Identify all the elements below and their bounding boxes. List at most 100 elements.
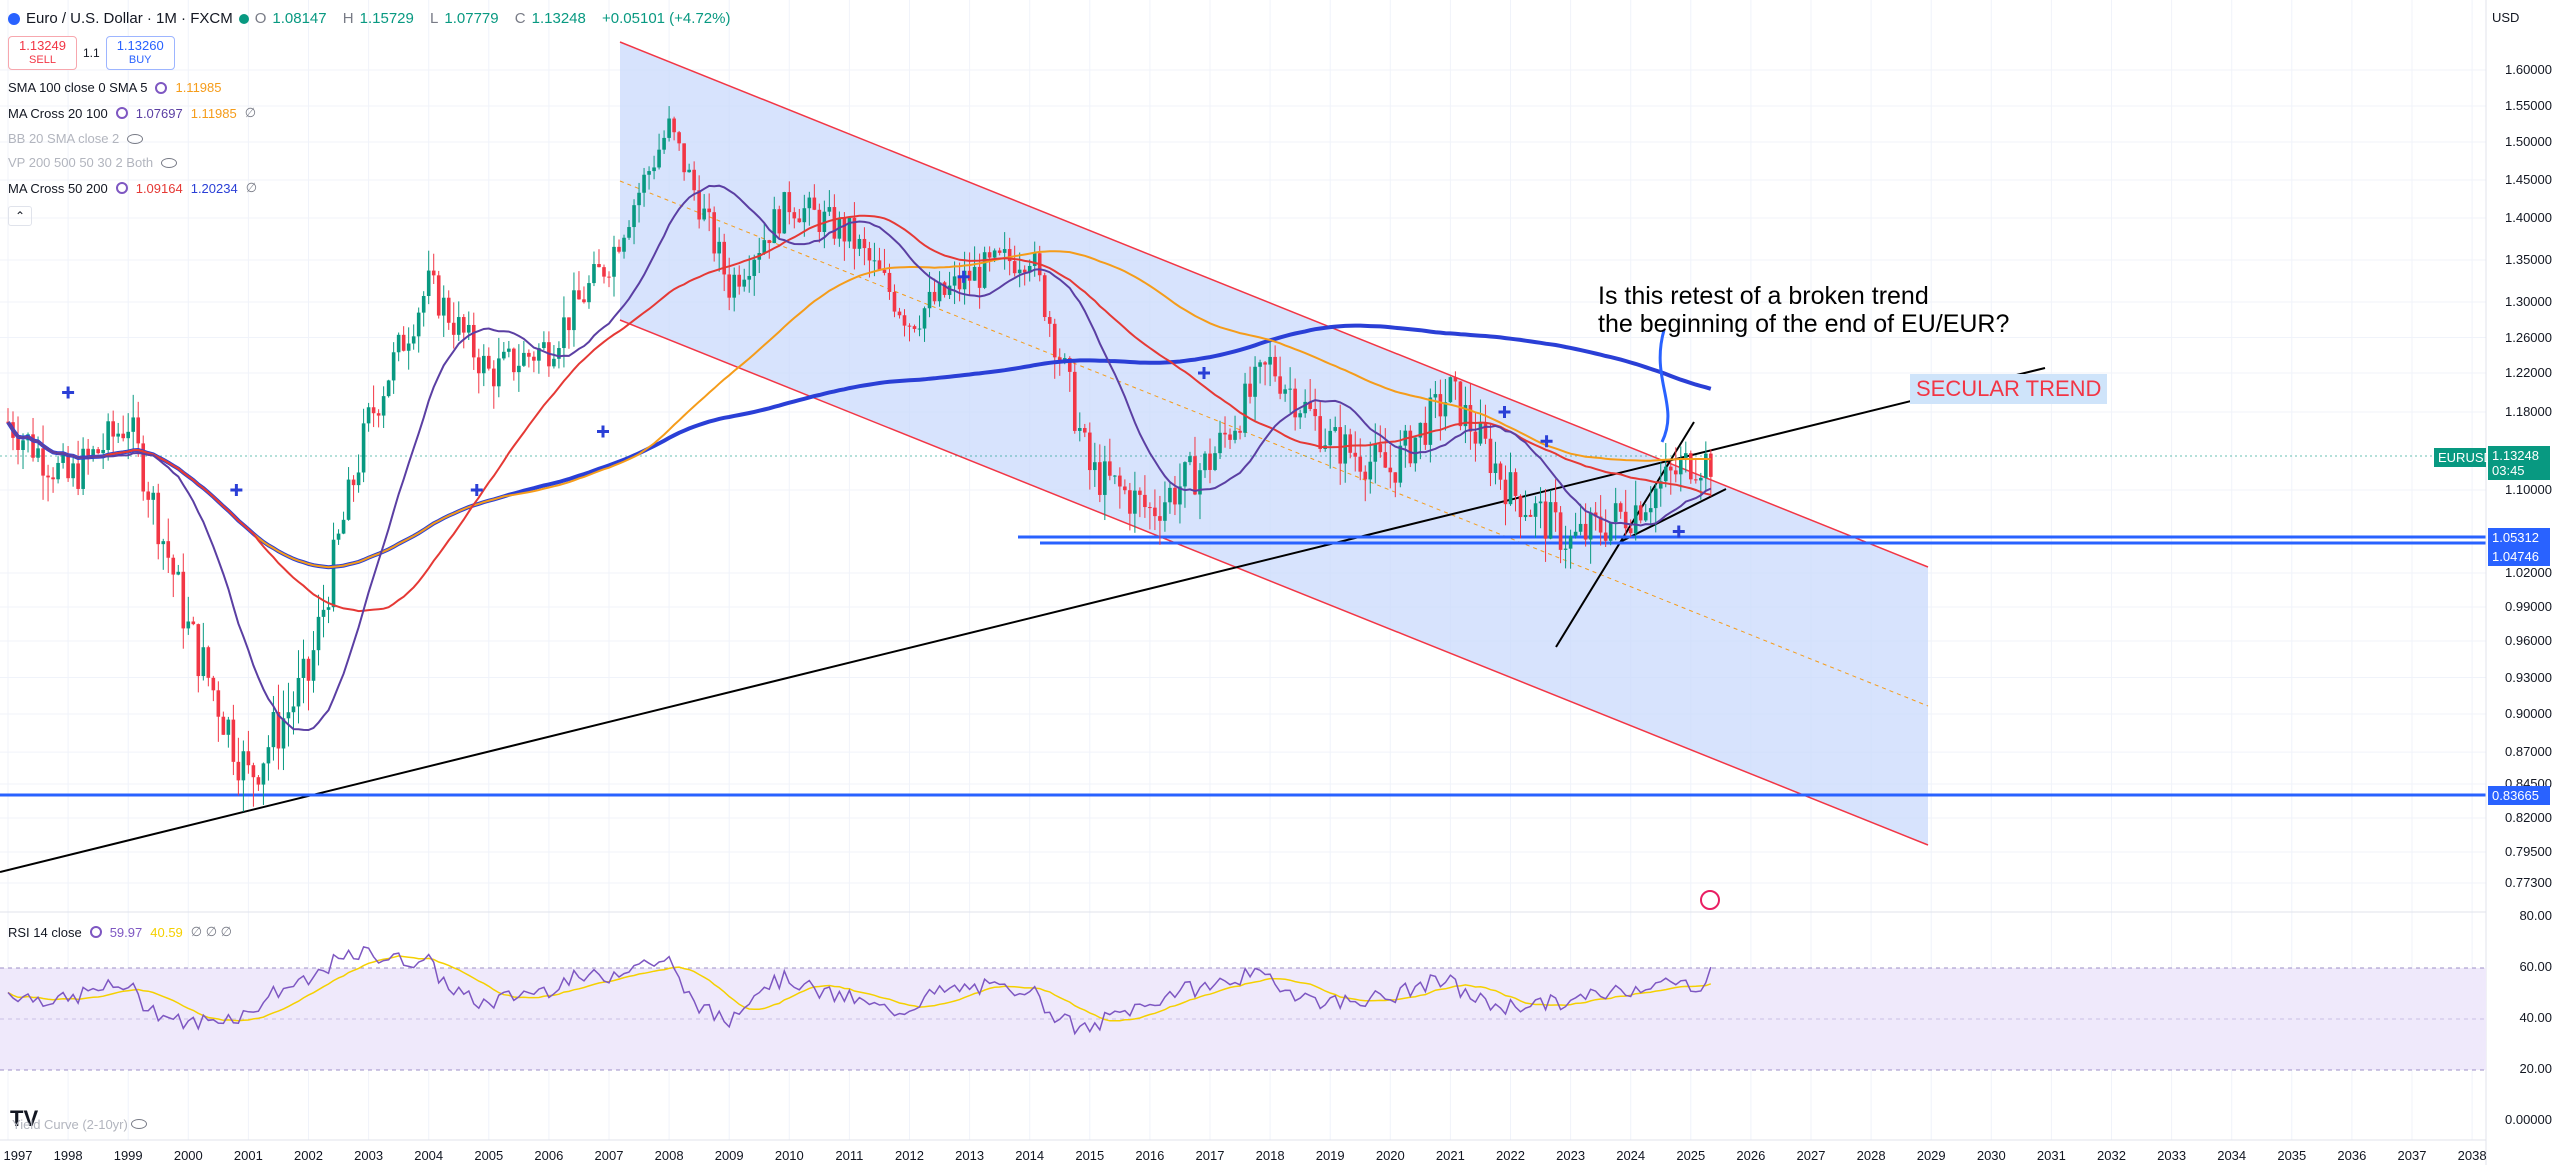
chart-annotation[interactable]: Is this retest of a broken trend the beg… <box>1598 282 2010 338</box>
candle-body <box>366 407 371 424</box>
symbol-title[interactable]: Euro / U.S. Dollar · 1M · FXCM <box>26 10 233 27</box>
candle-body <box>376 413 381 416</box>
secular-trend-label[interactable]: SECULAR TREND <box>1910 374 2108 404</box>
price-axis-label: 0.87000 <box>2505 744 2552 760</box>
sell-button[interactable]: 1.13249 SELL <box>8 36 77 70</box>
candle-body <box>497 358 501 387</box>
rsi-axis-label: 20.00 <box>2519 1061 2552 1076</box>
candle-body <box>1513 472 1518 496</box>
yield-curve-legend[interactable]: Yield Curve (2-10yr) <box>12 1117 148 1132</box>
candle-body <box>1448 377 1453 403</box>
candle-body <box>667 118 671 138</box>
candle-body <box>997 250 1002 253</box>
candle-body <box>306 658 311 681</box>
settings-icon[interactable] <box>115 182 128 194</box>
candle-body <box>1433 394 1438 398</box>
candle-body <box>982 252 987 288</box>
candles <box>6 106 1713 812</box>
collapse-legend-button[interactable]: ⌃ <box>8 206 32 226</box>
candle-body <box>652 167 656 172</box>
candle-body <box>216 690 221 717</box>
candle-body <box>542 342 546 349</box>
candle-body <box>512 348 516 373</box>
candle-body <box>1077 428 1082 431</box>
hidden-eye-icon[interactable] <box>131 1119 148 1129</box>
candle-body <box>942 282 947 295</box>
candle-body <box>1463 405 1468 427</box>
candle-body <box>1523 514 1528 518</box>
candle-body <box>266 747 271 764</box>
candle-body <box>236 761 241 781</box>
settings-icon[interactable] <box>155 81 168 94</box>
candle-body <box>421 295 426 313</box>
candle-body <box>1198 470 1202 495</box>
settings-icon[interactable] <box>89 926 102 938</box>
indicator-ma-cross-20-100[interactable]: MA Cross 20 100 1.07697 1.11985 ∅ <box>8 105 257 121</box>
candle-body <box>1113 475 1117 477</box>
candle-body <box>1694 479 1698 481</box>
currency-label[interactable]: USD <box>2492 10 2520 25</box>
candle-body <box>1308 401 1312 409</box>
time-axis-label: 2024 <box>1616 1148 1646 1163</box>
candle-body <box>1278 376 1282 394</box>
channel-mid-line <box>619 180 1929 707</box>
alert-icon[interactable] <box>1700 890 1720 910</box>
candle-body <box>451 322 456 335</box>
ma-50-line <box>7 214 1712 613</box>
candle-body <box>151 492 156 500</box>
candle-body <box>1638 505 1643 521</box>
ma-20-line <box>7 184 1712 732</box>
candle-body <box>1223 432 1227 435</box>
indicator-sma100[interactable]: SMA 100 close 0 SMA 5 1.11985 <box>8 80 222 95</box>
candle-body <box>1418 422 1423 438</box>
indicator-bb[interactable]: BB 20 SMA close 2 <box>8 131 144 146</box>
time-axis-label: 2035 <box>2277 1148 2307 1163</box>
time-axis-label: 2030 <box>1976 1148 2006 1163</box>
indicator-vp[interactable]: VP 200 500 50 30 2 Both <box>8 155 178 170</box>
candle-body <box>992 250 997 258</box>
price-axis-label: 0.79500 <box>2505 844 2552 859</box>
level-tag-3: 0.83665 <box>2488 786 2550 805</box>
candle-body <box>612 246 616 277</box>
price-axis-label: 1.55000 <box>2505 98 2552 113</box>
candle-body <box>106 421 110 450</box>
candle-body <box>827 207 832 212</box>
time-axis-label: 2000 <box>173 1148 203 1163</box>
candle-body <box>1373 444 1378 462</box>
candle-body <box>687 169 691 173</box>
settings-icon[interactable] <box>115 107 128 119</box>
candle-body <box>1258 362 1262 367</box>
candle-body <box>1067 358 1072 372</box>
candle-body <box>1488 438 1493 474</box>
hidden-eye-icon[interactable] <box>127 133 144 144</box>
spread-value: 1.1 <box>83 46 100 60</box>
tradingview-logo[interactable]: TV <box>10 1106 39 1131</box>
candle-body <box>1578 523 1583 532</box>
candle-body <box>1213 453 1217 470</box>
candle-body <box>572 290 576 331</box>
candle-body <box>587 283 591 303</box>
candle-body <box>1303 401 1307 414</box>
candle-body <box>461 317 466 333</box>
indicator-ma-cross-50-200[interactable]: MA Cross 50 200 1.09164 1.20234 ∅ <box>8 180 258 196</box>
candle-body <box>296 677 301 707</box>
candle-body <box>201 647 206 677</box>
candle-body <box>1663 466 1668 482</box>
candle-body <box>1443 402 1448 417</box>
rsi-legend[interactable]: RSI 14 close 59.97 40.59 ∅ ∅ ∅ <box>8 924 232 940</box>
time-axis-label: 2037 <box>2397 1148 2427 1163</box>
price-axis-label: 0.82000 <box>2505 810 2552 825</box>
candle-body <box>1623 511 1628 529</box>
candle-body <box>426 270 431 296</box>
candle-body <box>702 208 706 220</box>
candle-body <box>56 462 60 480</box>
candle-body <box>1042 275 1047 318</box>
candle-body <box>762 240 767 254</box>
time-axis-label: 2011 <box>835 1148 864 1163</box>
buy-button[interactable]: 1.13260 BUY <box>105 36 175 70</box>
candle-body <box>41 448 45 476</box>
candle-body <box>31 434 35 458</box>
candle-body <box>987 252 992 258</box>
hidden-eye-icon[interactable] <box>161 157 178 168</box>
